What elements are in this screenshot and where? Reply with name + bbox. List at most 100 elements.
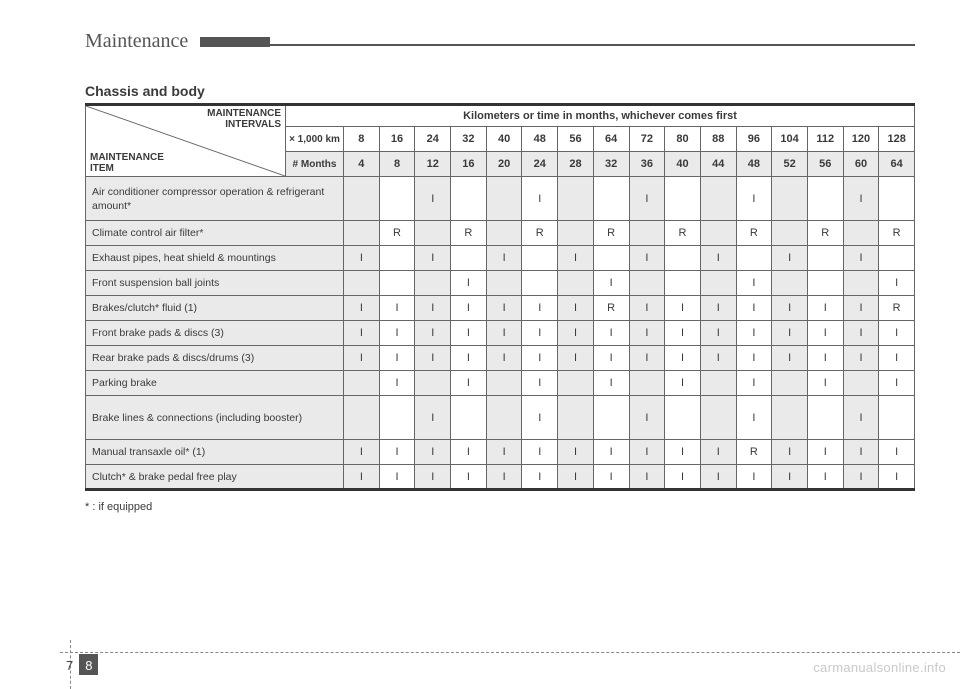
value-cell xyxy=(415,221,451,246)
value-cell: I xyxy=(879,321,915,346)
km-col-6: 56 xyxy=(558,127,594,152)
item-cell: Front suspension ball joints xyxy=(86,271,344,296)
value-cell: I xyxy=(736,465,772,490)
value-cell xyxy=(807,246,843,271)
value-cell xyxy=(379,177,415,221)
value-cell: I xyxy=(772,321,808,346)
value-cell: I xyxy=(451,440,487,465)
km-col-13: 112 xyxy=(807,127,843,152)
value-cell: R xyxy=(451,221,487,246)
month-col-3: 16 xyxy=(451,152,487,177)
value-cell: I xyxy=(629,321,665,346)
month-col-1: 8 xyxy=(379,152,415,177)
value-cell xyxy=(558,271,594,296)
value-cell: I xyxy=(486,321,522,346)
value-cell: I xyxy=(451,465,487,490)
value-cell xyxy=(379,396,415,440)
value-cell xyxy=(879,396,915,440)
table-row: Clutch* & brake pedal free playIIIIIIIII… xyxy=(86,465,915,490)
value-cell xyxy=(700,177,736,221)
value-cell: R xyxy=(665,221,701,246)
km-col-5: 48 xyxy=(522,127,558,152)
km-col-4: 40 xyxy=(486,127,522,152)
header-bar xyxy=(200,37,270,47)
value-cell: I xyxy=(665,346,701,371)
month-col-15: 64 xyxy=(879,152,915,177)
table-row: Front suspension ball jointsIIII xyxy=(86,271,915,296)
value-cell: I xyxy=(700,246,736,271)
value-cell: I xyxy=(558,321,594,346)
table-row: Brake lines & connections (including boo… xyxy=(86,396,915,440)
page: Maintenance Chassis and body MAINTENANCE… xyxy=(0,0,960,689)
value-cell: I xyxy=(843,346,879,371)
month-col-11: 48 xyxy=(736,152,772,177)
value-cell: I xyxy=(736,296,772,321)
value-cell xyxy=(379,271,415,296)
value-cell xyxy=(665,246,701,271)
value-cell: R xyxy=(807,221,843,246)
value-cell xyxy=(558,221,594,246)
value-cell: I xyxy=(558,246,594,271)
value-cell: I xyxy=(415,177,451,221)
value-cell: I xyxy=(843,396,879,440)
value-cell: I xyxy=(629,246,665,271)
value-cell xyxy=(629,221,665,246)
value-cell: R xyxy=(736,221,772,246)
value-cell xyxy=(558,177,594,221)
month-col-9: 40 xyxy=(665,152,701,177)
value-cell: I xyxy=(415,396,451,440)
value-cell xyxy=(451,246,487,271)
item-cell: Clutch* & brake pedal free play xyxy=(86,465,344,490)
km-col-12: 104 xyxy=(772,127,808,152)
value-cell xyxy=(879,246,915,271)
value-cell xyxy=(522,246,558,271)
value-cell: I xyxy=(522,440,558,465)
value-cell: I xyxy=(593,465,629,490)
km-col-11: 96 xyxy=(736,127,772,152)
value-cell xyxy=(843,221,879,246)
value-cell: I xyxy=(379,440,415,465)
km-col-0: 8 xyxy=(344,127,380,152)
value-cell: I xyxy=(772,440,808,465)
value-cell: I xyxy=(522,177,558,221)
value-cell: I xyxy=(807,346,843,371)
value-cell: I xyxy=(522,321,558,346)
value-cell: I xyxy=(486,465,522,490)
value-cell xyxy=(772,271,808,296)
value-cell: I xyxy=(665,440,701,465)
value-cell: I xyxy=(415,321,451,346)
value-cell: I xyxy=(807,440,843,465)
value-cell: I xyxy=(807,321,843,346)
value-cell: I xyxy=(451,321,487,346)
item-cell: Parking brake xyxy=(86,371,344,396)
value-cell: I xyxy=(558,346,594,371)
km-col-7: 64 xyxy=(593,127,629,152)
value-cell: R xyxy=(379,221,415,246)
value-cell: I xyxy=(665,296,701,321)
value-cell xyxy=(700,371,736,396)
value-cell xyxy=(522,271,558,296)
value-cell: I xyxy=(344,321,380,346)
value-cell: I xyxy=(379,371,415,396)
value-cell xyxy=(451,396,487,440)
item-cell: Air conditioner compressor operation & r… xyxy=(86,177,344,221)
value-cell: I xyxy=(772,246,808,271)
value-cell: I xyxy=(558,440,594,465)
value-cell: I xyxy=(344,440,380,465)
value-cell xyxy=(593,396,629,440)
value-cell: I xyxy=(486,346,522,371)
value-cell: I xyxy=(736,346,772,371)
table-row: Exhaust pipes, heat shield & mountingsII… xyxy=(86,246,915,271)
item-cell: Brake lines & connections (including boo… xyxy=(86,396,344,440)
value-cell xyxy=(486,371,522,396)
footnote: * : if equipped xyxy=(85,501,915,513)
item-cell: Climate control air filter* xyxy=(86,221,344,246)
value-cell: I xyxy=(415,440,451,465)
value-cell xyxy=(665,396,701,440)
chapter-number: 7 xyxy=(60,654,79,675)
value-cell: I xyxy=(558,296,594,321)
table-row: Brakes/clutch* fluid (1)IIIIIIIRIIIIIIIR xyxy=(86,296,915,321)
value-cell: I xyxy=(379,346,415,371)
page-number: 7 8 xyxy=(60,654,98,675)
month-col-14: 60 xyxy=(843,152,879,177)
